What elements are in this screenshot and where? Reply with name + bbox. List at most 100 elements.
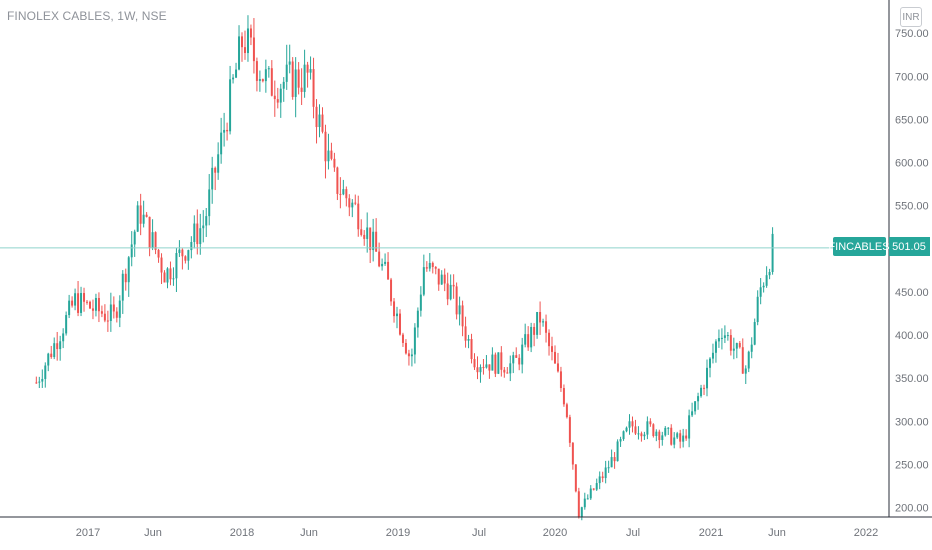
y-tick-label: 400.00 xyxy=(895,330,929,342)
candle-body xyxy=(488,364,491,371)
candle-body xyxy=(223,129,226,133)
candle-body xyxy=(637,433,640,435)
x-tick-label: Jun xyxy=(144,527,162,539)
candle-body xyxy=(726,335,729,337)
candle-body xyxy=(694,401,697,412)
candle-body xyxy=(592,488,595,490)
candle-body xyxy=(291,61,294,97)
candle-body xyxy=(562,388,565,405)
candle-body xyxy=(717,338,720,342)
candle-body xyxy=(59,341,62,350)
candle-body xyxy=(407,353,410,357)
candle-body xyxy=(312,69,315,107)
candle-body xyxy=(369,227,372,251)
currency-button[interactable]: INR xyxy=(900,7,922,27)
candle-body xyxy=(553,351,556,364)
candle-body xyxy=(565,404,568,418)
candle-body xyxy=(652,424,655,436)
candle-body xyxy=(598,476,601,484)
candle-body xyxy=(306,64,309,73)
candle-body xyxy=(83,293,86,302)
y-tick-label: 200.00 xyxy=(895,503,929,515)
candle-body xyxy=(706,367,709,389)
candle-body xyxy=(232,77,235,80)
candle-body xyxy=(697,396,700,402)
candle-body xyxy=(127,257,130,283)
candle-body xyxy=(387,261,390,280)
candle-body xyxy=(509,363,512,374)
candle-body xyxy=(363,234,366,239)
candle-body xyxy=(38,381,41,383)
candle-body xyxy=(139,205,142,224)
candle-body xyxy=(133,231,136,245)
candle-body xyxy=(628,421,631,428)
candle-body xyxy=(390,279,393,302)
candle-body xyxy=(530,326,533,348)
candle-body xyxy=(130,244,133,258)
candles-layer xyxy=(35,15,774,521)
candle-body xyxy=(419,294,422,311)
candle-body xyxy=(375,231,378,252)
candle-body xyxy=(243,47,246,54)
candle-body xyxy=(548,332,551,347)
candle-body xyxy=(35,382,38,384)
candle-body xyxy=(398,313,401,335)
candle-body xyxy=(229,79,232,132)
candle-body xyxy=(667,427,670,429)
candle-body xyxy=(485,364,488,368)
candle-body xyxy=(381,263,384,267)
candle-body xyxy=(515,355,518,358)
candle-body xyxy=(384,261,387,264)
candle-body xyxy=(342,189,345,195)
candle-body xyxy=(413,327,416,355)
candle-body xyxy=(151,232,154,248)
candle-body xyxy=(703,387,706,389)
candle-body xyxy=(440,274,443,285)
candle-body xyxy=(601,476,604,479)
candle-body xyxy=(679,433,682,442)
candle-body xyxy=(536,311,539,335)
candle-body xyxy=(166,268,169,283)
x-tick-label: 2022 xyxy=(854,527,878,539)
candle-body xyxy=(366,227,369,239)
candle-body xyxy=(62,333,65,342)
candle-body xyxy=(53,343,56,358)
candle-body xyxy=(88,301,91,309)
candle-body xyxy=(282,81,285,89)
candle-body xyxy=(747,351,750,369)
candle-body xyxy=(145,214,148,217)
x-tick-label: 2018 xyxy=(230,527,254,539)
candle-body xyxy=(157,249,160,258)
candle-body xyxy=(276,99,279,103)
candle-body xyxy=(673,437,676,445)
y-tick-label: 600.00 xyxy=(895,158,929,170)
candle-body xyxy=(68,300,71,316)
candle-body xyxy=(378,251,381,267)
candle-body xyxy=(300,87,303,92)
x-tick-label: Jul xyxy=(472,527,486,539)
candle-body xyxy=(410,354,413,357)
candle-body xyxy=(545,321,548,333)
candle-body xyxy=(521,344,524,365)
candle-body xyxy=(324,131,327,162)
candle-body xyxy=(655,431,658,436)
candle-body xyxy=(682,435,685,442)
candle-body xyxy=(503,369,506,373)
candle-body xyxy=(56,343,59,350)
candle-body xyxy=(351,202,354,208)
candle-body xyxy=(94,297,97,311)
candle-body xyxy=(103,313,106,321)
candle-body xyxy=(238,36,241,70)
candle-body xyxy=(288,61,291,65)
candle-body xyxy=(416,310,419,328)
candle-body xyxy=(118,300,121,318)
candle-body xyxy=(357,203,360,230)
y-tick-label: 750.00 xyxy=(895,28,929,40)
y-tick-label: 350.00 xyxy=(895,373,929,385)
candle-body xyxy=(321,114,324,132)
candle-body xyxy=(658,431,661,441)
candle-body xyxy=(267,68,270,70)
candle-body xyxy=(524,334,527,345)
candle-body xyxy=(270,68,273,96)
